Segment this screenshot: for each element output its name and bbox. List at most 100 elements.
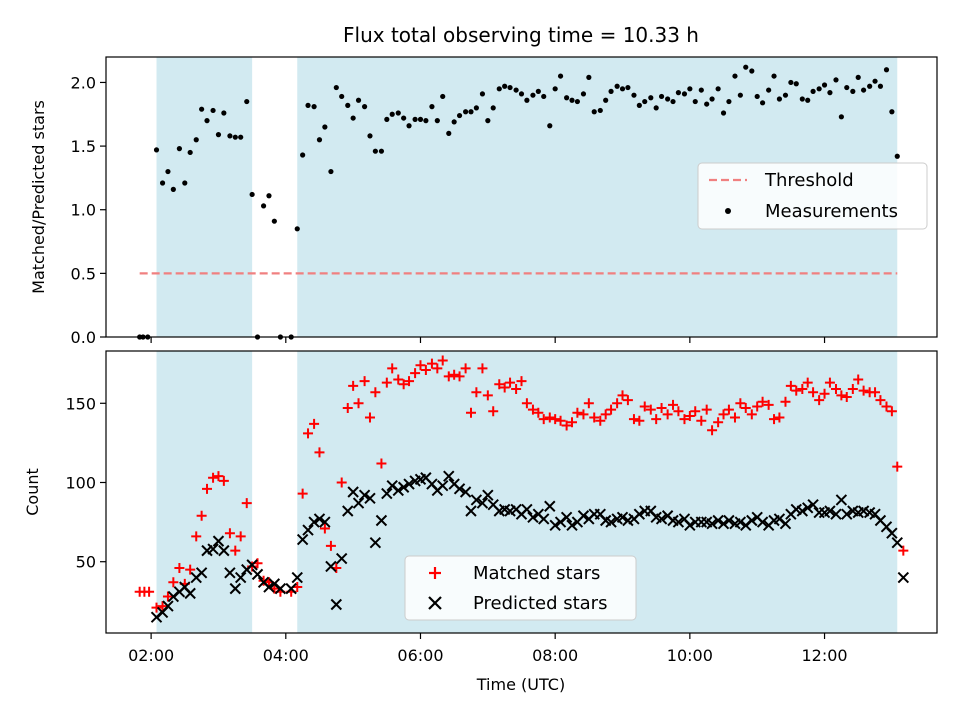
- matched-star-point: [477, 363, 488, 374]
- predicted-star-point: [229, 582, 242, 595]
- matched-star-point: [757, 396, 768, 407]
- measurement-point: [833, 77, 839, 83]
- measurement-point: [872, 78, 878, 84]
- top-axes-frame: [105, 56, 938, 338]
- measurement-point: [776, 96, 783, 102]
- x-tick-label: 12:00: [801, 646, 847, 665]
- matched-star-point: [723, 404, 734, 415]
- matched-star-point: [550, 414, 561, 425]
- predicted-star-point: [706, 517, 718, 530]
- matched-star-point: [668, 399, 679, 410]
- predicted-star-point: [897, 571, 910, 584]
- measurement-point: [782, 92, 789, 98]
- matched-star-point: [729, 412, 740, 423]
- measurement-point: [305, 102, 311, 108]
- predicted-star-point: [302, 524, 314, 536]
- matched-star-point: [746, 409, 757, 420]
- matched-star-point: [555, 415, 566, 426]
- measurement-point: [300, 152, 306, 158]
- predicted-star-point: [251, 568, 264, 581]
- matched-star-point: [898, 545, 909, 556]
- matched-star-point: [420, 365, 431, 376]
- matched-star-point: [314, 447, 325, 458]
- measurement-point: [636, 102, 642, 108]
- measurement-point: [456, 112, 463, 119]
- legend-predicted-swatch: [428, 596, 442, 610]
- predicted-star-point: [835, 494, 848, 506]
- measurement-point: [675, 90, 682, 96]
- matched-star-point: [494, 379, 505, 390]
- measurement-point: [434, 118, 440, 124]
- measurement-point: [417, 116, 424, 122]
- matched-star-point: [763, 399, 774, 410]
- measurement-point: [805, 97, 811, 103]
- measurement-point: [704, 101, 710, 107]
- measurement-point: [799, 96, 805, 102]
- matched-star-point: [370, 387, 381, 398]
- measurement-point: [557, 73, 564, 79]
- x-tick-label: 08:00: [532, 646, 578, 665]
- matched-star-point: [465, 407, 476, 418]
- predicted-star-point: [218, 544, 230, 557]
- matched-star-point: [673, 406, 684, 417]
- top-x-ticks: [150, 337, 826, 343]
- measurement-point: [838, 114, 844, 120]
- matched-star-point: [853, 374, 864, 385]
- matched-star-point: [740, 403, 751, 414]
- measurement-point: [339, 93, 345, 100]
- predicted-star-point: [381, 487, 393, 500]
- top-y-axis: 0.0 0.5 1.0 1.5 2.0: [71, 73, 106, 347]
- predicted-star-point: [886, 527, 898, 539]
- predicted-star-point: [633, 508, 646, 520]
- legend-measurements-swatch: [725, 208, 731, 214]
- matched-star-point: [404, 376, 415, 387]
- matched-star-point: [353, 398, 364, 409]
- measurement-point: [215, 132, 222, 138]
- measurement-point: [608, 88, 614, 94]
- matched-star-point: [342, 403, 353, 414]
- matched-star-point: [381, 377, 392, 388]
- predicted-star-point: [577, 510, 590, 522]
- measurement-point: [547, 123, 553, 129]
- predicted-star-point: [734, 516, 747, 528]
- predicted-star-point: [364, 492, 376, 505]
- measurement-point: [574, 98, 580, 105]
- measurement-point: [361, 104, 368, 110]
- x-tick-label: 06:00: [397, 646, 443, 665]
- measurement-point: [597, 107, 603, 114]
- measurement-point: [732, 73, 738, 79]
- measurement-point: [524, 97, 530, 103]
- measurement-point: [889, 109, 895, 115]
- measurement-point: [199, 106, 205, 112]
- predicted-star-point: [723, 514, 735, 527]
- bottom-x-axis: 02:00 04:00 06:00 08:00 10:00 12:00: [128, 633, 848, 665]
- predicted-star-point: [342, 505, 354, 517]
- matched-star-point: [511, 384, 522, 395]
- measurement-point: [737, 92, 743, 98]
- matched-star-point: [437, 355, 448, 366]
- measurement-point: [759, 100, 766, 106]
- matched-star-point: [567, 417, 578, 428]
- predicted-star-point: [801, 502, 814, 514]
- predicted-star-point: [246, 559, 258, 571]
- measurement-point: [204, 118, 210, 124]
- bottom-y-axis-label: Count: [23, 468, 42, 516]
- measurement-point: [860, 87, 867, 93]
- matched-star-point: [303, 428, 314, 439]
- measurement-point: [463, 109, 469, 115]
- measurement-point: [625, 84, 631, 91]
- measurement-point: [850, 88, 856, 94]
- predicted-star-point: [717, 517, 730, 530]
- measurement-point: [232, 134, 238, 140]
- measurement-point: [754, 93, 760, 100]
- predicted-star-point: [521, 503, 533, 516]
- measurement-point: [513, 87, 519, 93]
- chart-title: Flux total observing time = 10.33 h: [343, 23, 699, 47]
- matched-star-point: [336, 477, 347, 488]
- matched-star-point: [808, 387, 819, 398]
- measurement-point: [350, 115, 356, 121]
- matched-star-point: [769, 414, 780, 425]
- matched-star-point: [814, 395, 825, 406]
- y-tick-label: 1.0: [71, 201, 96, 220]
